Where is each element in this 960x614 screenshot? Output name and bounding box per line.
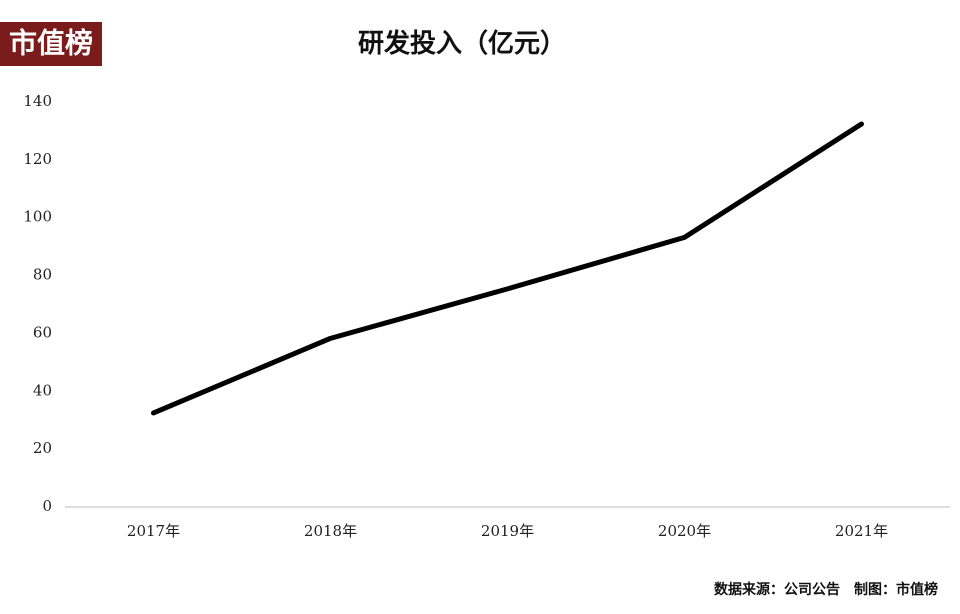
x-tick-label: 2019年 (481, 522, 534, 540)
logo: 市值榜 (9, 27, 93, 60)
x-tick-label: 2017年 (127, 522, 180, 540)
x-tick-label: 2021年 (835, 522, 888, 540)
y-tick-label: 0 (42, 497, 52, 515)
chart-title: 研发投入（亿元） (358, 28, 566, 59)
data-line (151, 121, 864, 416)
y-tick-label: 40 (33, 381, 52, 399)
x-tick-label: 2018年 (304, 522, 357, 540)
logo-background (0, 22, 102, 66)
x-tick-label: 2020年 (658, 522, 711, 540)
y-tick-label: 80 (33, 266, 52, 284)
y-tick-label: 60 (33, 323, 52, 341)
y-tick-label: 140 (23, 92, 52, 110)
y-tick-label: 120 (23, 150, 52, 168)
y-tick-label: 20 (33, 439, 52, 457)
y-tick-label: 100 (23, 208, 52, 226)
source-note: 数据来源：公司公告 制图：市值榜 (714, 581, 938, 598)
